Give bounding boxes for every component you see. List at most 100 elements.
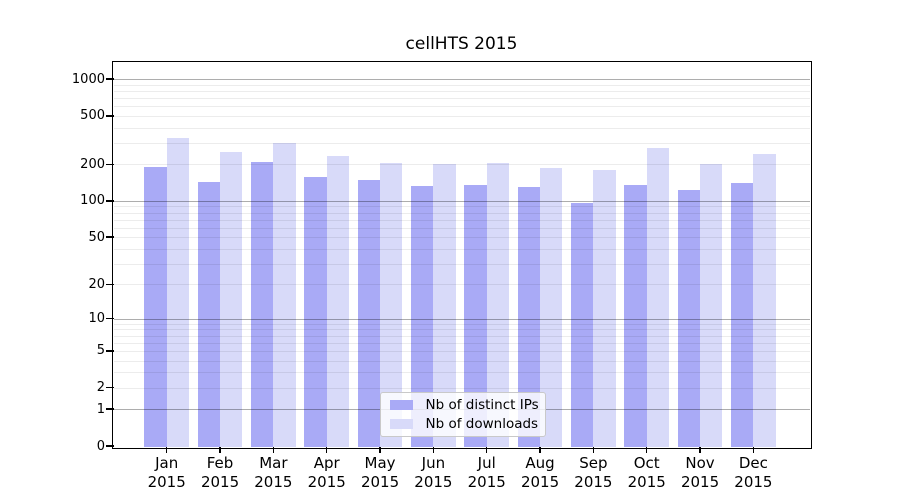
bar-ips-mar <box>250 162 274 447</box>
y-tick-mark <box>106 283 114 285</box>
bar-ips-feb <box>197 182 221 447</box>
gridline-8 <box>113 329 810 331</box>
gridline-40 <box>113 248 810 250</box>
gridline-900 <box>113 84 810 86</box>
x-tick-mark <box>699 447 701 453</box>
y-tick-mark <box>106 200 114 202</box>
x-tick-label-nov: Nov 2015 <box>680 454 720 491</box>
bar-downloads-may <box>380 163 403 447</box>
y-tick-label-50: 50 <box>88 229 105 245</box>
bar-downloads-jan <box>166 138 190 447</box>
bar-ips-oct <box>624 184 647 447</box>
bar-ips-jan <box>144 167 167 447</box>
x-tick-mark <box>272 447 275 453</box>
legend: Nb of distinct IPs Nb of downloads <box>379 392 546 437</box>
x-tick-label-jan: Jan 2015 <box>147 454 186 491</box>
gridline-700 <box>113 97 810 99</box>
bar-downloads-feb <box>220 152 243 447</box>
gridline-7 <box>113 335 810 337</box>
bar-downloads-jun <box>433 164 456 447</box>
x-tick-label-oct: Oct 2015 <box>627 454 666 491</box>
legend-label: Nb of distinct IPs <box>425 396 539 413</box>
gridline-20 <box>113 284 810 286</box>
y-tick-label-0: 0 <box>96 438 105 454</box>
y-tick-label-20: 20 <box>88 276 105 292</box>
x-tick-label-feb: Feb 2015 <box>200 454 240 491</box>
legend-swatch-downloads <box>389 419 413 430</box>
legend-label: Nb of downloads <box>425 416 539 433</box>
y-tick-mark <box>106 445 114 447</box>
legend-swatch-ips <box>389 399 413 410</box>
x-tick-label-dec: Dec 2015 <box>734 454 773 491</box>
gridline-800 <box>113 90 810 92</box>
y-tick-mark <box>106 115 114 117</box>
x-tick-label-sep: Sep 2015 <box>574 454 613 491</box>
y-tick-label-1: 1 <box>96 401 105 417</box>
bar-downloads-mar <box>273 142 296 447</box>
bar-ips-jun <box>410 186 434 447</box>
x-tick-mark <box>432 447 435 453</box>
bar-downloads-jul <box>486 163 510 447</box>
x-tick-mark <box>326 447 328 453</box>
bar-downloads-dec <box>753 154 776 447</box>
x-tick-mark <box>219 447 221 453</box>
gridline-300 <box>113 142 810 144</box>
bar-downloads-nov <box>700 163 723 447</box>
gridline-5 <box>113 350 810 352</box>
bar-ips-apr <box>304 177 327 447</box>
gridline-200 <box>113 164 810 166</box>
x-tick-label-jul: Jul 2015 <box>467 454 506 491</box>
gridline-4 <box>113 360 810 362</box>
y-tick-mark <box>106 408 114 410</box>
bar-ips-aug <box>517 186 541 447</box>
x-tick-mark <box>646 447 648 453</box>
x-tick-label-mar: Mar 2015 <box>254 454 293 491</box>
bar-ips-nov <box>677 189 701 447</box>
gridline-2 <box>113 387 810 389</box>
x-tick-label-jun: Jun 2015 <box>414 454 453 491</box>
x-tick-mark <box>539 447 541 453</box>
bar-ips-jul <box>464 184 487 447</box>
gridline-500 <box>113 115 810 117</box>
x-tick-label-may: May 2015 <box>360 454 400 491</box>
legend-entry-ips: Nb of distinct IPs <box>389 396 545 413</box>
y-tick-label-2: 2 <box>96 380 105 396</box>
legend-entry-downloads: Nb of downloads <box>389 416 545 433</box>
gridline-9 <box>113 323 810 325</box>
y-tick-label-1000: 1000 <box>71 71 105 87</box>
y-tick-label-500: 500 <box>80 108 105 124</box>
gridline-60 <box>113 227 810 229</box>
bar-ips-may <box>357 179 381 447</box>
y-tick-label-10: 10 <box>88 311 105 327</box>
y-tick-mark <box>106 78 114 80</box>
y-tick-mark <box>106 236 114 238</box>
y-tick-mark <box>106 386 114 389</box>
gridline-80 <box>113 212 810 214</box>
x-tick-mark <box>379 447 381 453</box>
y-tick-label-200: 200 <box>80 156 105 172</box>
bar-downloads-aug <box>540 168 563 447</box>
bar-ips-dec <box>730 182 754 447</box>
bar-ips-sep <box>570 203 594 447</box>
gridline-6 <box>113 342 810 344</box>
bar-downloads-apr <box>326 156 350 447</box>
x-tick-mark <box>166 447 168 453</box>
gridline-400 <box>113 127 810 129</box>
x-tick-mark <box>486 447 488 453</box>
y-tick-label-100: 100 <box>80 193 105 209</box>
gridline-1000 <box>113 79 810 81</box>
chart-title: cellHTS 2015 <box>405 34 518 54</box>
gridline-30 <box>113 263 810 265</box>
x-tick-mark <box>752 447 755 453</box>
x-tick-label-aug: Aug 2015 <box>520 454 560 491</box>
y-tick-mark <box>106 163 114 165</box>
bar-downloads-sep <box>593 170 616 447</box>
gridline-70 <box>113 219 810 221</box>
gridline-3 <box>113 372 810 374</box>
gridline-50 <box>113 237 810 239</box>
y-tick-mark <box>106 350 114 352</box>
y-tick-label-5: 5 <box>96 343 105 359</box>
y-tick-mark <box>106 317 114 320</box>
gridline-100 <box>113 200 810 202</box>
